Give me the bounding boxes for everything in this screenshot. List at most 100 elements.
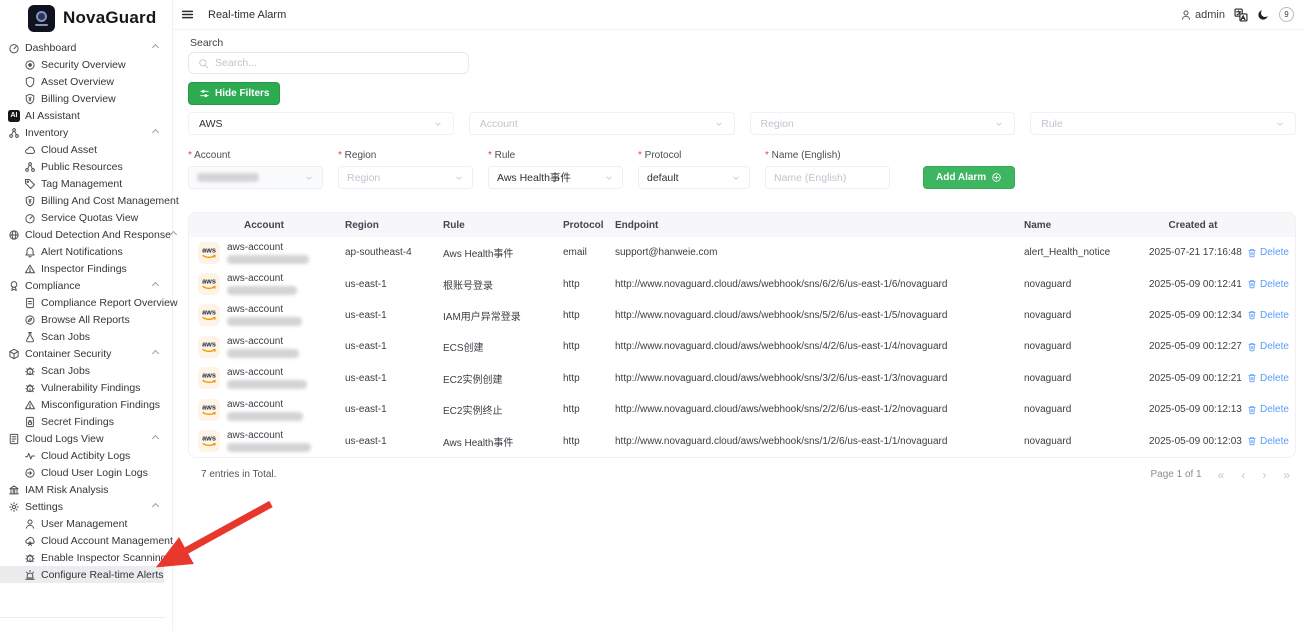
sidebar-item-security-overview[interactable]: Security Overview	[0, 56, 164, 73]
aws-logo-icon: aws	[198, 335, 220, 358]
sidebar-item-tag-management[interactable]: Tag Management	[0, 175, 164, 192]
sidebar-item-cloud-account-management[interactable]: Cloud Account Management	[0, 532, 173, 549]
sidebar-item-cloud-user-login-logs[interactable]: Cloud User Login Logs	[0, 464, 164, 481]
name-input[interactable]	[774, 171, 881, 184]
next-page-icon[interactable]: ›	[1262, 467, 1267, 482]
name-input-wrap[interactable]	[765, 166, 890, 189]
svg-text:aws: aws	[202, 434, 216, 443]
col-header-protocol: Protocol	[563, 219, 604, 231]
cloud-user-icon	[24, 535, 36, 547]
sidebar-item-asset-overview[interactable]: Asset Overview	[0, 73, 164, 90]
sidebar-item-cloud-logs-view[interactable]: Cloud Logs View	[0, 430, 164, 447]
provider-select[interactable]: AWS	[188, 112, 454, 135]
sidebar: NovaGuard Dashboard Security Overview As…	[0, 0, 179, 631]
brand-name: NovaGuard	[63, 8, 157, 27]
sidebar-item-container-security[interactable]: Container Security	[0, 345, 164, 362]
container-box-icon	[8, 348, 20, 360]
trash-icon	[1247, 405, 1257, 415]
sidebar-item-service-quotas-view[interactable]: Service Quotas View	[0, 209, 164, 226]
rule-filter-select[interactable]: Rule	[1030, 112, 1296, 135]
account-field-label: Account	[188, 150, 323, 161]
account-filter-select[interactable]: Account	[468, 112, 735, 135]
sidebar-item-scan-jobs-container[interactable]: Scan Jobs	[0, 362, 164, 379]
chevron-down-icon	[1275, 119, 1285, 129]
table-footer: 7 entries in Total. Page 1 of 1 « ‹ › »	[188, 468, 1296, 482]
region-select[interactable]: Region	[338, 166, 473, 189]
sidebar-item-configure-real-time-alerts[interactable]: Configure Real-time Alerts	[0, 566, 164, 583]
topbar: Real-time Alarm admin 9	[173, 0, 1304, 30]
language-switch-icon[interactable]	[1234, 7, 1248, 22]
svg-text:aws: aws	[202, 402, 216, 411]
table-row: aws aws-account us-east-1 IAM用户异常登录 http …	[189, 300, 1295, 331]
sidebar-item-secret-findings[interactable]: Secret Findings	[0, 413, 164, 430]
bug-icon	[24, 552, 36, 564]
target-icon	[24, 59, 36, 71]
sidebar-item-scan-jobs-compliance[interactable]: Scan Jobs	[0, 328, 164, 345]
delete-button[interactable]: Delete	[1243, 247, 1295, 258]
novaguard-logo-icon	[28, 4, 55, 32]
protocol-select[interactable]: default	[638, 166, 750, 189]
sidebar-item-compliance[interactable]: Compliance	[0, 277, 164, 294]
col-header-region: Region	[345, 219, 379, 231]
sidebar-item-user-management[interactable]: User Management	[0, 515, 164, 532]
sidebar-item-ai-assistant[interactable]: AI AI Assistant	[0, 107, 164, 124]
sidebar-item-alert-notifications[interactable]: Alert Notifications	[0, 243, 164, 260]
delete-button[interactable]: Delete	[1243, 436, 1295, 447]
login-arrow-icon	[24, 467, 36, 479]
sidebar-item-vulnerability-findings[interactable]: Vulnerability Findings	[0, 379, 164, 396]
table-row: aws aws-account us-east-1 根账号登录 http http…	[189, 268, 1295, 299]
cloud-icon	[24, 144, 36, 156]
search-input[interactable]	[215, 57, 459, 69]
sidebar-item-inventory[interactable]: Inventory	[0, 124, 164, 141]
last-page-icon[interactable]: »	[1283, 467, 1290, 482]
compass-icon	[24, 314, 36, 326]
hamburger-menu-icon[interactable]	[181, 8, 194, 21]
help-badge[interactable]: 9	[1279, 7, 1294, 22]
svg-text:aws: aws	[202, 277, 216, 286]
chevron-up-icon	[151, 434, 160, 443]
sidebar-item-billing-overview[interactable]: Billing Overview	[0, 90, 164, 107]
sidebar-item-cloud-actibity-logs[interactable]: Cloud Actibity Logs	[0, 447, 164, 464]
ribbon-badge-icon	[8, 280, 20, 292]
sidebar-item-cloud-asset[interactable]: Cloud Asset	[0, 141, 164, 158]
sidebar-item-public-resources[interactable]: Public Resources	[0, 158, 164, 175]
sidebar-item-browse-all-reports[interactable]: Browse All Reports	[0, 311, 164, 328]
sidebar-item-enable-inspector-scanning[interactable]: Enable Inspector Scanning	[0, 549, 167, 566]
delete-button[interactable]: Delete	[1243, 404, 1295, 415]
redacted-account-id	[227, 348, 299, 358]
redacted-account-id	[227, 317, 302, 327]
delete-button[interactable]: Delete	[1243, 373, 1295, 384]
user-menu[interactable]: admin	[1180, 9, 1225, 21]
sidebar-item-settings[interactable]: Settings	[0, 498, 164, 515]
trash-icon	[1247, 436, 1257, 446]
sidebar-item-billing-and-cost-management[interactable]: Billing And Cost Management	[0, 192, 179, 209]
prev-page-icon[interactable]: ‹	[1241, 467, 1246, 482]
sidebar-item-misconfiguration-findings[interactable]: Misconfiguration Findings	[0, 396, 164, 413]
col-header-account: Account	[244, 219, 284, 231]
shield-dollar-icon	[24, 93, 36, 105]
search-box[interactable]	[188, 52, 469, 74]
region-filter-select[interactable]: Region	[749, 112, 1016, 135]
gauge-icon	[24, 212, 36, 224]
aws-logo-icon: aws	[198, 398, 220, 421]
delete-button[interactable]: Delete	[1243, 279, 1295, 290]
siren-icon	[24, 569, 36, 581]
sidebar-item-cloud-detection-and-response[interactable]: Cloud Detection And Response	[0, 226, 177, 243]
hide-filters-button[interactable]: Hide Filters	[188, 82, 281, 105]
add-alarm-button[interactable]: Add Alarm	[923, 166, 1016, 189]
col-header-rule: Rule	[443, 219, 465, 231]
dark-mode-icon[interactable]	[1257, 8, 1270, 21]
delete-button[interactable]: Delete	[1243, 310, 1295, 321]
sidebar-item-iam-risk-analysis[interactable]: IAM Risk Analysis	[0, 481, 164, 498]
svg-text:aws: aws	[202, 371, 216, 380]
delete-button[interactable]: Delete	[1243, 341, 1295, 352]
sidebar-item-dashboard[interactable]: Dashboard	[0, 39, 164, 56]
sidebar-item-inspector-findings[interactable]: Inspector Findings	[0, 260, 164, 277]
sidebar-item-compliance-report-overview[interactable]: Compliance Report Overview	[0, 294, 178, 311]
rule-select[interactable]: Aws Health事件	[488, 166, 623, 189]
account-select[interactable]	[188, 166, 323, 189]
first-page-icon[interactable]: «	[1217, 467, 1225, 482]
table-header-row: Account Region Rule Protocol Endpoint Na…	[189, 213, 1295, 237]
gauge-icon	[8, 42, 20, 54]
chevron-down-icon	[714, 119, 724, 129]
